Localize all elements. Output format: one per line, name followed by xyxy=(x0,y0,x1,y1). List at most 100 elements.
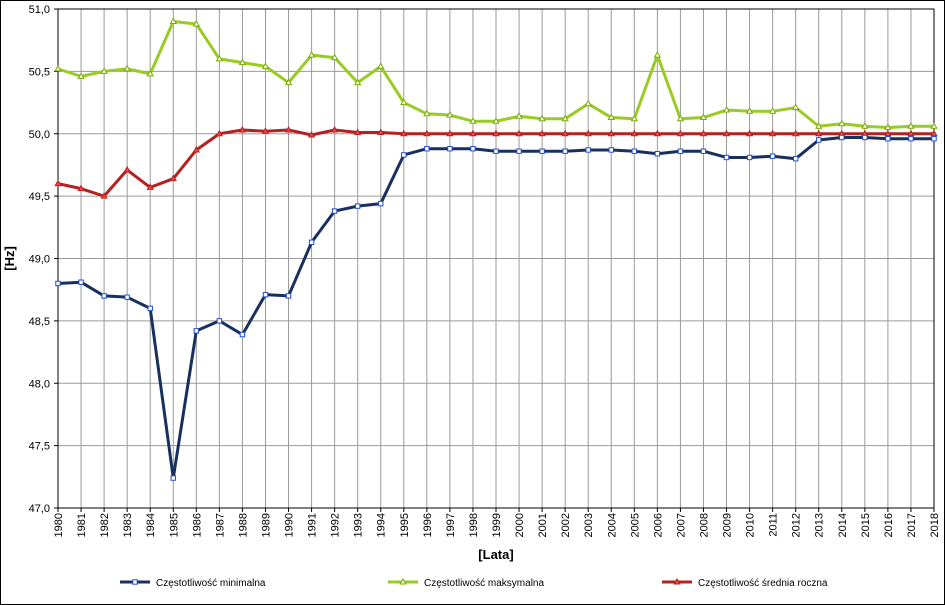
data-point xyxy=(377,128,385,136)
data-point xyxy=(469,117,477,124)
y-tick-label: 50,5 xyxy=(29,66,50,78)
x-tick-label: 1996 xyxy=(422,513,434,537)
data-point xyxy=(930,122,938,129)
data-point xyxy=(331,208,338,214)
data-point xyxy=(100,67,108,74)
data-point xyxy=(238,125,247,133)
data-point xyxy=(722,129,731,137)
data-point xyxy=(492,117,500,124)
data-point xyxy=(769,153,776,159)
data-point xyxy=(816,137,822,143)
y-tick-label: 47,0 xyxy=(29,503,50,515)
data-point xyxy=(54,179,62,187)
data-point xyxy=(584,99,592,107)
data-point xyxy=(746,154,753,161)
data-point xyxy=(284,78,293,86)
data-point xyxy=(192,19,200,27)
data-point xyxy=(700,148,707,154)
data-point xyxy=(584,129,592,137)
x-tick-label: 1985 xyxy=(168,513,180,537)
data-point xyxy=(215,54,224,62)
data-point xyxy=(124,294,130,300)
data-point xyxy=(768,107,777,114)
data-point xyxy=(307,51,316,58)
data-point xyxy=(561,114,569,122)
data-point xyxy=(378,200,384,207)
data-point xyxy=(261,62,270,69)
x-tick-label: 2009 xyxy=(722,513,734,537)
data-point xyxy=(216,318,223,324)
x-tick-label: 1981 xyxy=(76,513,88,537)
data-point xyxy=(354,128,362,136)
data-point xyxy=(170,475,176,481)
data-point xyxy=(469,129,477,137)
data-point xyxy=(262,291,269,298)
x-tick-label: 2012 xyxy=(791,513,803,537)
data-point xyxy=(493,148,499,154)
data-point xyxy=(192,145,200,153)
data-point xyxy=(908,136,914,142)
legend-marker xyxy=(399,577,407,585)
legend-marker xyxy=(673,577,681,585)
data-point xyxy=(792,156,799,162)
legend-label: Częstotliwość maksymalna xyxy=(424,578,544,589)
x-tick-label: 1997 xyxy=(445,513,457,537)
data-point xyxy=(699,129,708,137)
x-tick-label: 1999 xyxy=(491,513,503,537)
grid xyxy=(57,8,935,509)
x-tick-label: 2000 xyxy=(514,513,526,537)
x-axis-title: [Lata] xyxy=(478,547,513,562)
data-point xyxy=(862,134,868,141)
x-tick-label: 2006 xyxy=(652,513,664,537)
x-tick-label: 2015 xyxy=(860,513,872,537)
data-point xyxy=(308,239,315,245)
series-group xyxy=(54,17,938,481)
data-point xyxy=(238,58,247,66)
x-tick-label: 2014 xyxy=(837,513,849,537)
data-point xyxy=(815,122,823,129)
data-point xyxy=(607,129,615,137)
data-point xyxy=(307,130,316,138)
data-point xyxy=(354,78,362,86)
x-tick-label: 1990 xyxy=(284,513,296,537)
data-point xyxy=(146,183,154,190)
data-point xyxy=(423,109,431,117)
x-tick-label: 1998 xyxy=(468,513,480,537)
x-tick-label: 2002 xyxy=(560,513,572,537)
x-tick-label: 2008 xyxy=(698,513,710,537)
data-point xyxy=(55,280,61,287)
data-point xyxy=(146,69,154,77)
data-point xyxy=(77,184,85,192)
y-tick-label: 49,5 xyxy=(29,191,50,203)
x-tick-label: 2004 xyxy=(606,513,618,537)
x-tick-label: 1995 xyxy=(399,513,411,537)
x-tick-label: 1993 xyxy=(353,513,365,537)
data-point xyxy=(607,113,615,121)
data-point xyxy=(101,293,107,299)
x-tick-label: 2005 xyxy=(629,513,641,537)
data-point xyxy=(401,152,407,158)
y-tick-label: 49,0 xyxy=(29,254,50,266)
data-point xyxy=(907,129,915,137)
x-tick-label: 1987 xyxy=(214,513,226,537)
data-point xyxy=(147,305,153,312)
y-axis: 47,0 47,5 48,0 48,5 49,0 49,5 50,0 50,5 51,0 xyxy=(29,4,58,515)
data-point xyxy=(400,129,408,137)
data-point xyxy=(676,129,685,137)
data-point xyxy=(768,129,777,137)
x-tick-label: 2016 xyxy=(883,513,895,537)
x-tick-label: 1992 xyxy=(330,513,342,537)
x-tick-label: 2001 xyxy=(537,513,549,537)
data-point xyxy=(585,147,591,153)
data-point xyxy=(792,103,800,111)
data-point xyxy=(515,112,523,119)
y-tick-label: 51,0 xyxy=(29,4,50,16)
y-axis-title: [Hz] xyxy=(2,246,17,271)
x-tick-label: 2010 xyxy=(745,513,757,537)
x-tick-label: 1988 xyxy=(237,513,249,537)
data-point xyxy=(239,331,246,338)
x-tick-label: 1983 xyxy=(122,513,134,537)
x-tick-label: 1989 xyxy=(260,513,272,537)
x-tick-label: 2011 xyxy=(768,513,780,537)
data-point xyxy=(931,136,937,142)
